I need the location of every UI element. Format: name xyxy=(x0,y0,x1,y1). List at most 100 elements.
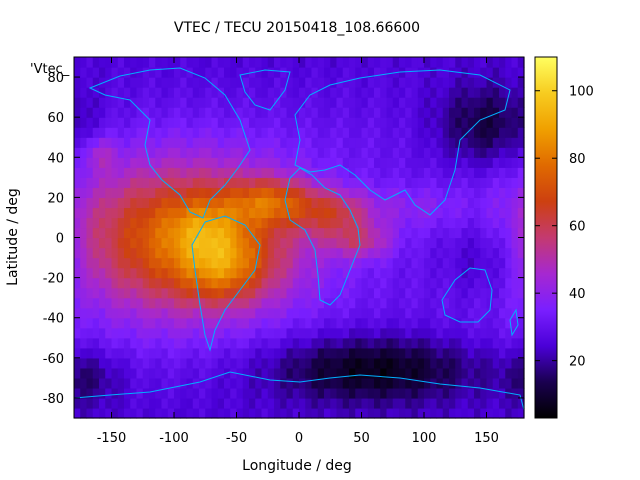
heatmap-cell xyxy=(111,147,119,158)
heatmap-cell xyxy=(199,77,206,88)
heatmap-cell xyxy=(155,97,163,108)
heatmap-cell xyxy=(217,157,225,168)
heatmap-cell xyxy=(236,367,244,379)
heatmap-cell xyxy=(386,177,394,188)
heatmap-cell xyxy=(361,237,369,249)
heatmap-cell xyxy=(242,407,250,419)
heatmap-cell xyxy=(249,287,256,299)
heatmap-cell xyxy=(242,187,250,198)
heatmap-cell xyxy=(136,257,144,269)
heatmap-cell xyxy=(174,267,181,279)
heatmap-cell xyxy=(336,267,344,279)
heatmap-cell xyxy=(105,57,113,68)
heatmap-cell xyxy=(511,377,519,389)
heatmap-cell xyxy=(380,257,388,269)
heatmap-cell xyxy=(386,217,394,229)
heatmap-cell xyxy=(417,187,425,198)
heatmap-cell xyxy=(99,397,106,409)
heatmap-cell xyxy=(517,367,525,379)
heatmap-cell xyxy=(361,377,369,389)
heatmap-cell xyxy=(86,97,94,108)
heatmap-cell xyxy=(517,57,525,68)
heatmap-cell xyxy=(330,227,338,239)
heatmap-cell xyxy=(392,397,400,409)
heatmap-cell xyxy=(424,257,431,269)
heatmap-cell xyxy=(386,117,394,128)
heatmap-cell xyxy=(449,177,456,188)
heatmap-cell xyxy=(380,347,388,359)
heatmap-cell xyxy=(467,337,475,349)
heatmap-cell xyxy=(86,87,94,98)
heatmap-cell xyxy=(305,107,313,118)
y-tick-label: 40 xyxy=(47,151,64,166)
heatmap-cell xyxy=(105,267,113,279)
heatmap-cell xyxy=(311,197,319,209)
heatmap-cell xyxy=(449,227,456,239)
heatmap-cell xyxy=(499,167,506,178)
heatmap-cell xyxy=(161,207,169,219)
heatmap-cell xyxy=(292,337,300,349)
y-tick-label: 20 xyxy=(47,191,64,206)
heatmap-cell xyxy=(467,377,475,389)
heatmap-cell xyxy=(299,327,306,339)
heatmap-cell xyxy=(367,387,375,399)
heatmap-cell xyxy=(455,137,463,148)
heatmap-cell xyxy=(74,267,81,279)
heatmap-cell xyxy=(74,237,81,249)
heatmap-cell xyxy=(155,207,163,219)
heatmap-cell xyxy=(380,137,388,148)
heatmap-cell xyxy=(330,137,338,148)
coastline-south-america xyxy=(191,215,261,352)
heatmap-cell xyxy=(74,407,81,419)
heatmap-cell xyxy=(511,237,519,249)
heatmap-cell xyxy=(199,127,206,138)
heatmap-cell xyxy=(380,177,388,188)
heatmap-cell xyxy=(161,87,169,98)
heatmap-cell xyxy=(392,337,400,349)
heatmap-cell xyxy=(342,247,350,259)
heatmap-cell xyxy=(474,267,481,279)
heatmap-cell xyxy=(299,257,306,269)
heatmap-cell xyxy=(80,167,88,178)
heatmap-cell xyxy=(211,237,219,249)
heatmap-cell xyxy=(180,217,188,229)
heatmap-cell xyxy=(99,277,106,289)
heatmap-cell xyxy=(186,247,194,259)
heatmap-cell xyxy=(124,227,131,239)
heatmap-cell xyxy=(142,397,150,409)
heatmap-cell xyxy=(149,337,156,349)
heatmap-cell xyxy=(255,327,263,339)
heatmap-cell xyxy=(192,207,200,219)
heatmap-cell xyxy=(317,257,325,269)
heatmap-cell xyxy=(199,217,206,229)
heatmap-cell xyxy=(355,117,363,128)
heatmap-cell xyxy=(230,197,238,209)
heatmap-cell xyxy=(305,157,313,168)
heatmap-cell xyxy=(399,387,406,399)
heatmap-cell xyxy=(186,357,194,369)
heatmap-cell xyxy=(205,147,213,158)
heatmap-cell xyxy=(455,107,463,118)
heatmap-cell xyxy=(199,137,206,148)
heatmap-cell xyxy=(511,77,519,88)
heatmap-cell xyxy=(199,287,206,299)
heatmap-cell xyxy=(305,327,313,339)
heatmap-cell xyxy=(392,197,400,209)
heatmap-cell xyxy=(355,387,363,399)
heatmap-cell xyxy=(224,287,231,299)
heatmap-cell xyxy=(330,237,338,249)
heatmap-cell xyxy=(480,397,488,409)
heatmap-cell xyxy=(474,297,481,309)
heatmap-cell xyxy=(311,147,319,158)
heatmap-cell xyxy=(161,147,169,158)
heatmap-cell xyxy=(155,397,163,409)
heatmap-cell xyxy=(442,117,450,128)
heatmap-cell xyxy=(242,297,250,309)
heatmap-cell xyxy=(405,407,413,419)
heatmap-cell xyxy=(274,267,281,279)
heatmap-cell xyxy=(449,387,456,399)
heatmap-cell xyxy=(355,307,363,319)
heatmap-cell xyxy=(305,217,313,229)
heatmap-cell xyxy=(242,267,250,279)
heatmap-cell xyxy=(367,57,375,68)
